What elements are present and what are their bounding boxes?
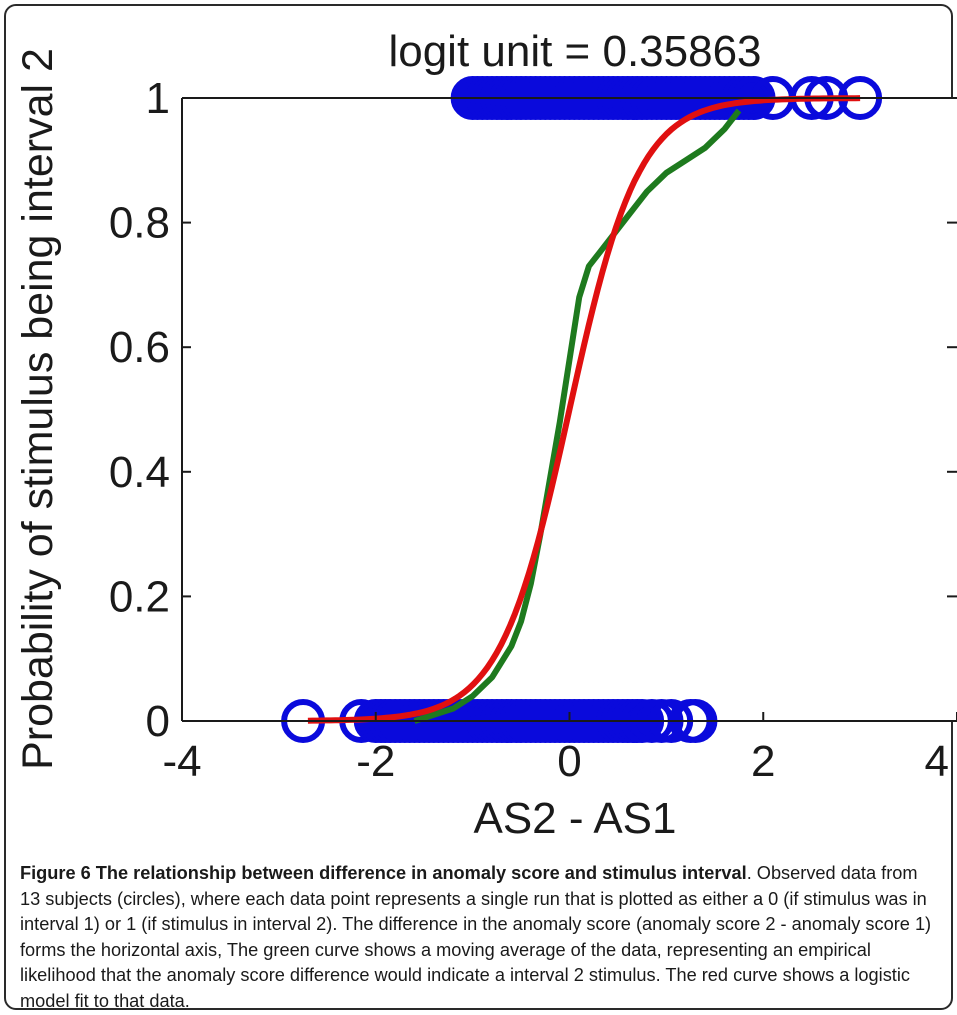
y-tick-label: 0.4 [109, 448, 170, 497]
y-tick-label: 0.8 [109, 199, 170, 248]
y-axis-label: Probability of stimulus being interval 2 [14, 48, 62, 770]
caption-figure-label: Figure 6 The relationship between differ… [20, 863, 747, 883]
logistic-fit-line [307, 95, 861, 724]
x-tick-label: 2 [751, 737, 775, 786]
caption-text: . Observed data from 13 subjects (circle… [20, 863, 932, 1011]
y-tick-label: 1 [146, 74, 170, 123]
y-tick-label: 0 [146, 697, 170, 746]
chart: 0 0.2 0.4 0.6 0.8 1 -4 -2 0 2 4 logit unit = 0.358… [14, 27, 957, 843]
x-axis-label: AS2 - AS1 [473, 794, 676, 843]
y-tick-label: 0.6 [109, 323, 170, 372]
x-tick-label: 4 [925, 737, 949, 786]
chart-title: logit unit = 0.35863 [388, 27, 761, 76]
moving-average-line [413, 108, 742, 724]
y-tick-label: 0.2 [109, 572, 170, 621]
x-tick-label: -2 [356, 737, 395, 786]
x-tick-label: -4 [162, 737, 201, 786]
lines-layer [307, 95, 861, 724]
figure-caption: Figure 6 The relationship between differ… [20, 861, 935, 1015]
ticks-layer: 0 0.2 0.4 0.6 0.8 1 -4 -2 0 2 4 [109, 74, 957, 786]
x-tick-label: 0 [557, 737, 581, 786]
